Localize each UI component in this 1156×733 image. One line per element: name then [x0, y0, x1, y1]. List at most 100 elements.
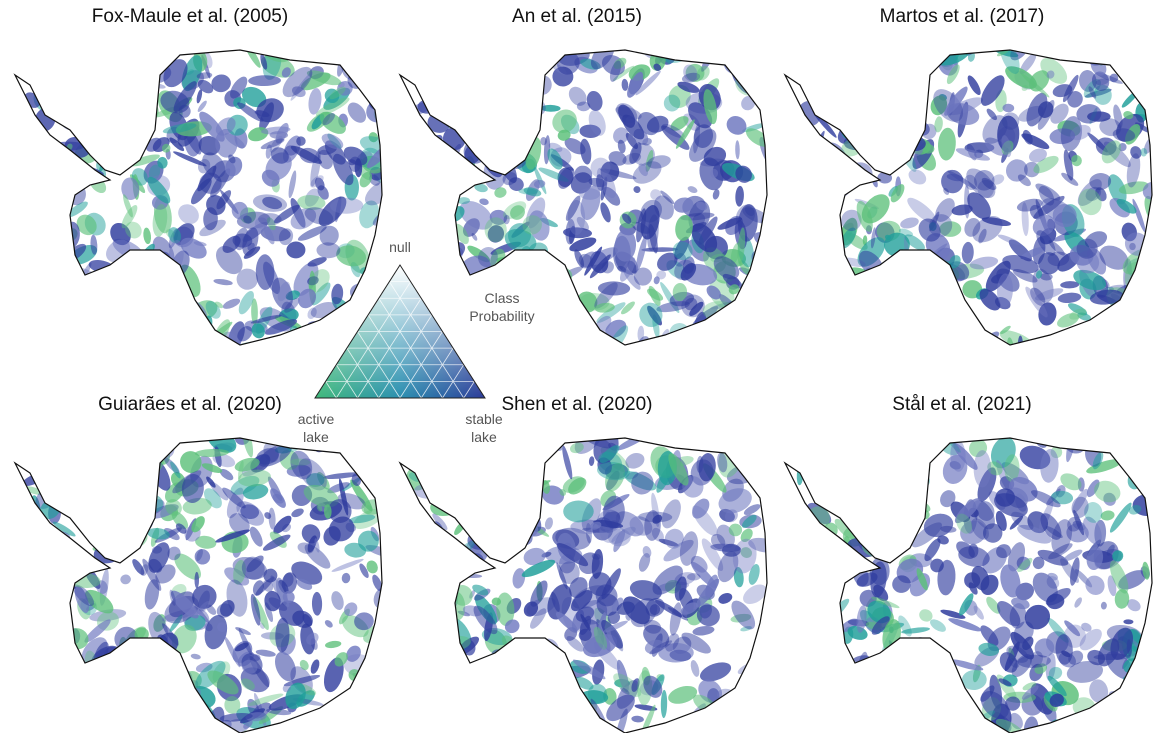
map-blob	[299, 43, 313, 58]
map-blob	[484, 668, 521, 693]
map-blob	[350, 54, 389, 80]
map-blob	[1093, 715, 1103, 731]
map-blob	[868, 297, 895, 333]
map-blob	[533, 430, 551, 452]
map-blob	[19, 145, 56, 153]
map-blob	[97, 41, 105, 78]
map-blob	[840, 494, 881, 522]
legend-left: lake	[303, 429, 329, 445]
map-blob	[32, 157, 67, 178]
map-blob	[854, 81, 885, 119]
map-blob	[86, 79, 119, 91]
map-blob	[49, 272, 69, 291]
map-blob	[849, 497, 866, 523]
map-blob	[433, 469, 452, 481]
map-blob	[39, 257, 67, 290]
map-blob	[849, 490, 868, 504]
map-blob	[79, 103, 109, 127]
map-blob	[847, 719, 859, 733]
map-blob	[41, 534, 55, 561]
map-blob	[1086, 716, 1113, 733]
map-blob	[177, 697, 189, 710]
map-blob	[863, 501, 883, 514]
map-blob	[866, 435, 884, 453]
map-blob	[46, 317, 83, 347]
map-blob	[107, 312, 145, 355]
map-blob	[189, 719, 211, 728]
map-blob	[122, 125, 146, 150]
map-blob	[362, 442, 387, 467]
map-blob	[63, 452, 90, 479]
map-blob	[161, 304, 184, 342]
map-blob	[427, 702, 444, 712]
map-blob	[923, 716, 952, 733]
map-blob	[801, 439, 833, 470]
map-blob	[80, 91, 99, 128]
map-blob	[827, 46, 841, 63]
map-blob	[44, 542, 63, 558]
map-blob	[346, 718, 373, 733]
map-blob	[752, 726, 774, 733]
map-blob	[21, 46, 57, 77]
map-blob	[292, 431, 298, 449]
map-blob	[678, 719, 695, 733]
map-blob	[941, 703, 975, 731]
map-blob	[836, 106, 853, 122]
map-blob	[95, 282, 133, 316]
map-blob	[488, 465, 516, 494]
map-blob	[107, 663, 147, 701]
map-blob	[359, 718, 397, 733]
map-blob	[522, 489, 537, 508]
map-blob	[1142, 67, 1156, 95]
map-blob	[24, 574, 47, 598]
map-blob	[490, 44, 500, 74]
map-blob	[1134, 45, 1156, 73]
map-blob	[446, 285, 460, 295]
map-blob	[107, 517, 121, 525]
map-blob	[293, 723, 315, 733]
map-blob	[169, 273, 175, 288]
map-blob	[865, 298, 890, 324]
map-blob	[889, 519, 910, 541]
map-blob	[483, 45, 492, 63]
map-blob	[793, 723, 814, 733]
map-blob	[754, 669, 782, 708]
map-blob	[808, 231, 822, 249]
map-blob	[1127, 311, 1141, 341]
map-blob	[752, 697, 769, 715]
map-blob	[756, 677, 775, 700]
map-blob	[75, 703, 98, 724]
map-blob	[897, 671, 922, 697]
map-blob	[418, 632, 450, 661]
map-blob	[910, 282, 931, 303]
map-blob	[434, 481, 450, 496]
legend-right: lake	[471, 429, 497, 445]
map-blob	[533, 324, 551, 342]
map-blob	[466, 95, 504, 128]
map-blob	[120, 450, 135, 464]
map-blob	[557, 288, 566, 298]
map-blob	[709, 723, 724, 733]
map-blob	[520, 492, 535, 507]
map-blob	[50, 593, 63, 609]
map-blob	[432, 67, 451, 90]
map-blob	[850, 701, 875, 723]
map-blob	[919, 315, 958, 342]
map-blob	[825, 306, 846, 330]
map-blob	[817, 293, 833, 313]
map-blob	[930, 288, 954, 308]
map-blob	[877, 335, 900, 355]
map-blob	[150, 676, 166, 683]
map-blob	[815, 626, 840, 656]
map-blob	[50, 624, 64, 637]
map-blob	[909, 701, 928, 714]
map-blob	[407, 558, 428, 566]
map-blob	[524, 289, 554, 301]
map-blob	[863, 720, 894, 733]
map-blob	[879, 654, 899, 676]
map-blob	[79, 704, 94, 720]
map-blob	[143, 500, 154, 517]
map-blob	[442, 270, 457, 288]
map-blob	[535, 270, 560, 296]
map-blob	[861, 268, 892, 300]
